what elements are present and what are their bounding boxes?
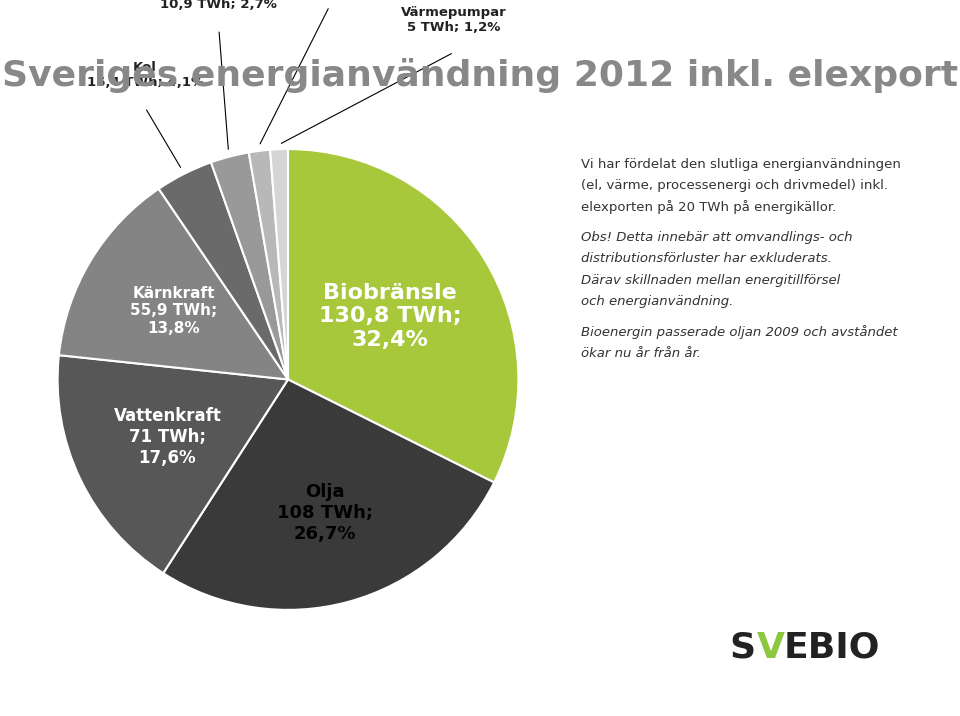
- Text: Olja
108 TWh;
26,7%: Olja 108 TWh; 26,7%: [276, 483, 372, 543]
- Text: ökar nu år från år.: ökar nu år från år.: [581, 347, 701, 359]
- Wedge shape: [163, 379, 494, 610]
- Text: och energianvändning.: och energianvändning.: [581, 295, 733, 308]
- Text: Därav skillnaden mellan energitillförsel: Därav skillnaden mellan energitillförsel: [581, 274, 840, 286]
- Text: V: V: [756, 631, 784, 665]
- Text: Biobränsle
130,8 TWh;
32,4%: Biobränsle 130,8 TWh; 32,4%: [319, 284, 461, 349]
- Text: Kol
16,4 TWh; 4,1%: Kol 16,4 TWh; 4,1%: [86, 61, 204, 90]
- Wedge shape: [58, 355, 288, 574]
- Text: Vi har fördelat den slutliga energianvändningen: Vi har fördelat den slutliga energianvän…: [581, 158, 900, 170]
- Text: EBIO: EBIO: [783, 631, 880, 665]
- Wedge shape: [158, 163, 288, 379]
- Wedge shape: [59, 189, 288, 379]
- Text: Kärnkraft
55,9 TWh;
13,8%: Kärnkraft 55,9 TWh; 13,8%: [130, 286, 217, 336]
- Text: www.svebio.se: www.svebio.se: [804, 697, 886, 707]
- Text: distributionsförluster har exkluderats.: distributionsförluster har exkluderats.: [581, 252, 831, 265]
- Text: Vattenkraft
71 TWh;
17,6%: Vattenkraft 71 TWh; 17,6%: [113, 407, 222, 467]
- Text: Obs! Detta innebär att omvandlings- och: Obs! Detta innebär att omvandlings- och: [581, 231, 852, 243]
- Text: (el, värme, processenergi och drivmedel) inkl.: (el, värme, processenergi och drivmedel)…: [581, 179, 888, 192]
- Wedge shape: [249, 150, 288, 379]
- Text: Bioenergin passerade oljan 2009 och avståndet: Bioenergin passerade oljan 2009 och avst…: [581, 325, 898, 339]
- Text: elexporten på 20 TWh på energikällor.: elexporten på 20 TWh på energikällor.: [581, 200, 836, 215]
- Wedge shape: [288, 149, 518, 483]
- Wedge shape: [211, 153, 288, 379]
- Wedge shape: [270, 149, 288, 379]
- Text: Värmepumpar
5 TWh; 1,2%: Värmepumpar 5 TWh; 1,2%: [401, 6, 507, 34]
- Text: Naturgas
10,9 TWh; 2,7%: Naturgas 10,9 TWh; 2,7%: [160, 0, 277, 11]
- Text: S: S: [730, 631, 756, 665]
- Text: Sveriges energianvändning 2012 inkl. elexport: Sveriges energianvändning 2012 inkl. ele…: [2, 58, 958, 92]
